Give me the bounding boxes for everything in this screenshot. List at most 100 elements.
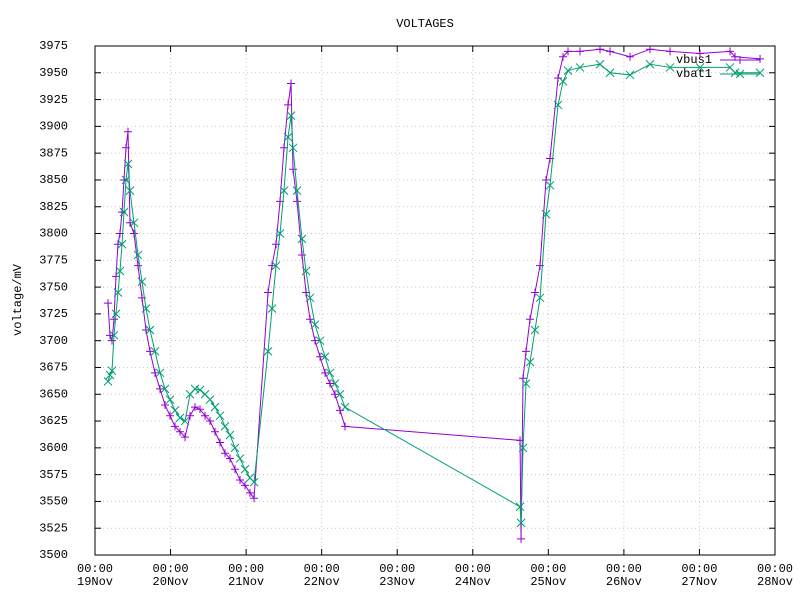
- data-point: [326, 379, 335, 388]
- data-point: [279, 186, 289, 196]
- data-point: [166, 411, 175, 420]
- y-tick-label: 3900: [39, 120, 68, 134]
- data-point: [279, 143, 288, 152]
- data-point: [516, 518, 526, 528]
- data-point: [151, 368, 160, 377]
- data-point: [113, 288, 123, 297]
- data-point: [542, 175, 551, 184]
- y-tick-label: 3700: [39, 334, 68, 348]
- data-point: [133, 250, 143, 260]
- data-point: [531, 288, 540, 297]
- y-tick-label: 3925: [39, 93, 68, 107]
- data-point: [311, 336, 320, 345]
- data-point: [726, 47, 735, 56]
- data-point: [302, 288, 311, 297]
- data-point: [103, 377, 113, 386]
- y-tick-label: 3625: [39, 414, 68, 428]
- data-point: [117, 239, 127, 249]
- data-point: [123, 159, 133, 169]
- plot-frame: [94, 45, 776, 556]
- data-point: [205, 395, 215, 404]
- data-point: [210, 402, 220, 412]
- data-point: [195, 405, 204, 414]
- data-point: [554, 74, 563, 83]
- data-point: [341, 422, 350, 431]
- data-point: [275, 229, 285, 238]
- data-point: [106, 331, 115, 340]
- data-point: [264, 288, 273, 297]
- data-point: [335, 389, 345, 399]
- data-point: [336, 406, 345, 415]
- data-point: [160, 384, 170, 394]
- data-point: [171, 422, 180, 431]
- data-point: [250, 494, 259, 503]
- data-point: [124, 127, 133, 136]
- data-point: [316, 352, 325, 361]
- legend-label: vbus1: [676, 53, 712, 67]
- data-point: [215, 411, 225, 421]
- data-point: [293, 197, 302, 206]
- data-point: [180, 416, 190, 426]
- data-point: [517, 534, 526, 543]
- data-point: [230, 465, 239, 474]
- data-point: [220, 422, 230, 431]
- legend-label: vbat1: [676, 67, 712, 81]
- data-point: [286, 111, 296, 121]
- data-point: [210, 427, 219, 436]
- data-point: [626, 52, 635, 61]
- data-point: [315, 336, 325, 346]
- data-point: [320, 352, 330, 362]
- data-point: [240, 464, 250, 474]
- x-tick-label: 00:00 27Nov: [681, 562, 718, 589]
- y-tick-label: 3825: [39, 200, 68, 214]
- data-point: [306, 315, 315, 324]
- data-point: [666, 47, 675, 56]
- data-point: [134, 261, 143, 270]
- data-point: [518, 443, 528, 453]
- data-point: [190, 384, 200, 394]
- data-point: [175, 413, 185, 423]
- data-point: [268, 261, 277, 270]
- data-point: [186, 411, 195, 420]
- data-point: [522, 347, 531, 356]
- x-tick-label: 00:00 19Nov: [76, 562, 114, 589]
- data-point: [155, 368, 165, 378]
- data-point: [125, 186, 135, 196]
- y-axis-label: voltage/mV: [11, 263, 25, 336]
- data-point: [125, 218, 134, 227]
- data-point: [515, 502, 525, 512]
- data-point: [564, 47, 573, 56]
- data-point: [129, 229, 138, 238]
- x-tick-label: 00:00 28Nov: [756, 562, 794, 589]
- data-point: [665, 63, 675, 72]
- data-point: [516, 436, 525, 445]
- data-point: [541, 209, 551, 219]
- y-tick-label: 3775: [39, 253, 68, 267]
- data-point: [284, 100, 293, 109]
- data-point: [755, 68, 765, 78]
- legend-marker: [735, 69, 745, 79]
- data-point: [137, 277, 147, 287]
- data-point: [109, 330, 119, 340]
- data-point: [216, 438, 225, 447]
- y-tick-label: 3500: [39, 548, 68, 562]
- data-point: [330, 390, 339, 399]
- data-point: [191, 403, 200, 412]
- data-point: [730, 68, 740, 78]
- x-tick-label: 00:00 22Nov: [303, 562, 340, 589]
- data-point: [297, 234, 307, 244]
- y-tick-label: 3950: [39, 66, 68, 80]
- data-point: [731, 52, 740, 61]
- data-point: [145, 347, 154, 356]
- data-point: [245, 488, 254, 497]
- data-point: [292, 186, 302, 196]
- data-point: [576, 47, 585, 56]
- data-point: [559, 52, 568, 61]
- data-point: [545, 180, 555, 190]
- data-point: [696, 49, 705, 58]
- data-point: [230, 443, 240, 453]
- x-tick-label: 00:00 24Nov: [454, 562, 491, 589]
- data-point: [170, 405, 180, 415]
- data-point: [521, 379, 531, 388]
- data-point: [221, 449, 230, 458]
